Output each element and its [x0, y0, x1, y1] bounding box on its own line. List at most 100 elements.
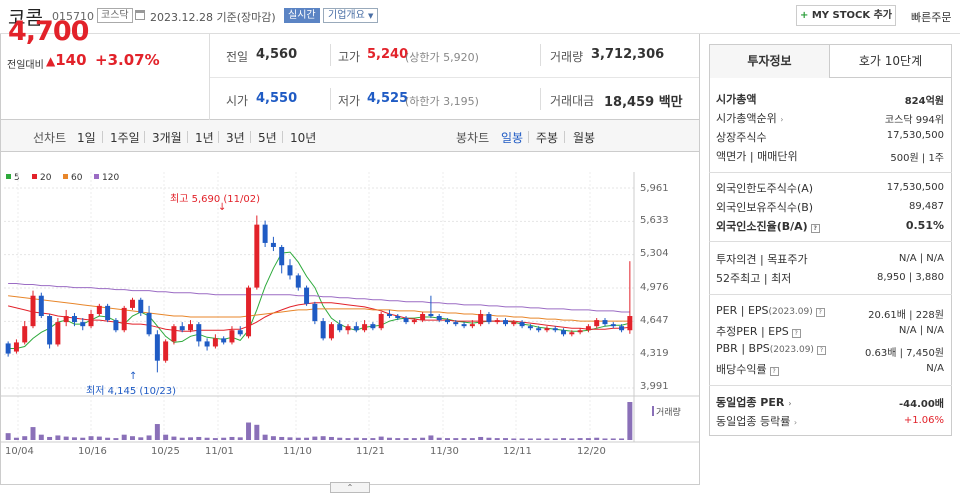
prev-close-value: 4,560: [256, 47, 298, 62]
help-icon[interactable]: ?: [791, 329, 801, 338]
arrow-up-icon: ↑: [129, 371, 138, 382]
quick-order-link[interactable]: 빠른주문: [911, 11, 952, 24]
period-5y[interactable]: 5년: [258, 131, 277, 145]
x-tick: 11/30: [430, 446, 459, 457]
legend-ma20: 20: [32, 173, 51, 183]
volume-legend: 거래량: [652, 405, 681, 418]
volume-bar: [138, 437, 144, 440]
volume-bar: [279, 436, 285, 440]
w52-low-amount: 3,880: [915, 272, 944, 283]
tab-orderbook[interactable]: 호가 10단계: [830, 45, 951, 78]
trade-unit-amount: 1주: [928, 153, 944, 164]
volume-bar: [38, 434, 44, 440]
help-icon[interactable]: ?: [810, 224, 820, 233]
volume-bar: [179, 437, 185, 440]
volume-bar: [536, 438, 542, 440]
candle-daily[interactable]: 일봉: [501, 131, 524, 145]
est-per-label: 추정PER | EPS?: [716, 323, 801, 339]
candle-body: [378, 313, 384, 329]
ma-line-20: [7, 302, 630, 332]
eps-amount: 228원: [915, 310, 944, 321]
divider: [210, 77, 699, 78]
company-info-label: 기업개요: [328, 10, 365, 21]
period-1d[interactable]: 1일: [77, 131, 96, 145]
volume-bar: [71, 437, 77, 440]
volume-legend-label: 거래량: [656, 408, 681, 418]
period-3m[interactable]: 3개월: [152, 131, 182, 145]
volume-bar: [320, 436, 326, 440]
candle-chart-label: 봉차트: [456, 131, 490, 145]
volume-bar: [478, 436, 484, 440]
legend-ma20-label: 20: [40, 173, 52, 183]
dividend-value: N/A: [926, 363, 944, 374]
period-1y[interactable]: 1년: [195, 131, 214, 145]
x-tick: 11/21: [356, 446, 385, 457]
help-icon[interactable]: ?: [769, 367, 779, 376]
period-3y[interactable]: 3년: [226, 131, 245, 145]
divider: [330, 88, 331, 110]
divider: [209, 34, 210, 120]
candle-body: [279, 246, 285, 266]
est-per-value: N/A | N/A: [898, 325, 944, 336]
candle-body: [47, 316, 53, 345]
divider: [709, 294, 952, 295]
y-tick: 3,991: [640, 381, 669, 392]
volume-bar: [229, 436, 235, 440]
par-amount: 500원: [890, 153, 919, 164]
candle-body: [154, 334, 160, 361]
market-cap-label: 시가총액: [716, 93, 757, 106]
realtime-button[interactable]: 실시간: [284, 8, 320, 23]
divider: [709, 172, 952, 173]
candle-body: [130, 299, 135, 308]
pbr-bps-value: 0.63배 | 7,450원: [864, 348, 944, 359]
chart-collapse-button[interactable]: ⌃: [330, 482, 370, 493]
volume-bar: [619, 438, 625, 440]
volume-bar: [312, 436, 318, 440]
candle-body: [461, 324, 467, 327]
open-label: 시가: [226, 94, 249, 108]
price-chart[interactable]: [0, 152, 700, 482]
sector-rate-text: 동일업종 등락률: [716, 415, 791, 428]
candle-body: [536, 328, 542, 331]
candle-body: [146, 312, 152, 335]
candle-body: [113, 320, 119, 331]
period-1w[interactable]: 1주일: [110, 131, 140, 145]
volume-bar: [270, 436, 276, 440]
bps-amount: 7,450원: [906, 348, 944, 359]
tab-invest-info[interactable]: 투자정보: [710, 45, 830, 78]
candle-body: [370, 324, 376, 329]
candle-weekly[interactable]: 주봉: [536, 131, 559, 145]
candle-body: [22, 326, 28, 343]
volume-bar: [519, 438, 525, 440]
volume-bar: [13, 437, 19, 440]
volume-bar: [96, 436, 102, 440]
help-icon[interactable]: ?: [816, 346, 826, 355]
candle-monthly[interactable]: 월봉: [573, 131, 596, 145]
change-percent: +3.07%: [95, 51, 160, 69]
candle-body: [63, 316, 69, 323]
period-10y[interactable]: 10년: [290, 131, 317, 145]
add-mystock-button[interactable]: + MY STOCK 추가: [796, 5, 896, 26]
opinion-value: N/A | N/A: [898, 253, 944, 264]
separator: [187, 131, 188, 143]
volume-bar: [552, 438, 558, 440]
volume-bar: [345, 438, 351, 440]
w52-high-amount: 8,950: [876, 272, 906, 283]
eps-text: EPS: [747, 304, 769, 317]
candle-body: [411, 320, 417, 323]
candle-body: [287, 265, 293, 276]
foreign-ratio-value: 0.51%: [905, 219, 944, 232]
candle-body: [295, 275, 301, 288]
candle-body: [353, 326, 359, 331]
par-text: 액면가: [716, 150, 747, 163]
volume-bar: [237, 437, 243, 440]
candle-body: [527, 326, 533, 329]
volume-bar: [544, 438, 550, 440]
company-info-dropdown[interactable]: 기업개요 ▼: [323, 8, 379, 23]
separator: [102, 131, 103, 143]
volume-bar: [486, 437, 492, 440]
sector-per-value: -44.00배: [899, 399, 944, 410]
candle-body: [519, 322, 525, 327]
help-icon[interactable]: ?: [815, 308, 825, 317]
candle-body: [544, 328, 550, 331]
